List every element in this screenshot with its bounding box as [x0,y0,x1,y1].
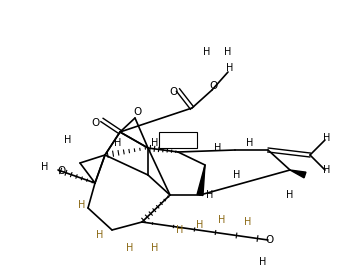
Text: O: O [91,118,99,128]
Text: H: H [96,230,104,240]
Text: H: H [114,138,122,148]
Text: H: H [286,190,294,200]
Text: Abs: Abs [169,135,187,145]
Text: O: O [265,235,273,245]
Text: H: H [206,190,214,200]
Text: O: O [170,87,178,97]
Text: O: O [133,107,141,117]
Text: H: H [224,47,232,57]
Text: H: H [244,217,252,227]
Text: H: H [151,138,159,148]
FancyBboxPatch shape [159,132,197,148]
Text: H: H [78,200,86,210]
Text: H: H [176,225,184,235]
Text: O: O [210,81,218,91]
Text: H: H [151,243,159,253]
Text: H: H [214,143,222,153]
Text: H: H [218,215,226,225]
Text: H: H [233,170,241,180]
Text: H: H [196,220,204,230]
Text: H: H [323,133,331,143]
Polygon shape [290,170,306,178]
Text: H: H [126,243,134,253]
Text: H: H [246,138,254,148]
Text: H: H [64,135,72,145]
Text: H: H [226,63,234,73]
Text: H: H [41,162,49,172]
Text: O: O [58,166,66,176]
Text: H: H [203,47,211,57]
Text: H: H [323,165,331,175]
Text: H: H [259,257,267,267]
Polygon shape [197,165,205,196]
